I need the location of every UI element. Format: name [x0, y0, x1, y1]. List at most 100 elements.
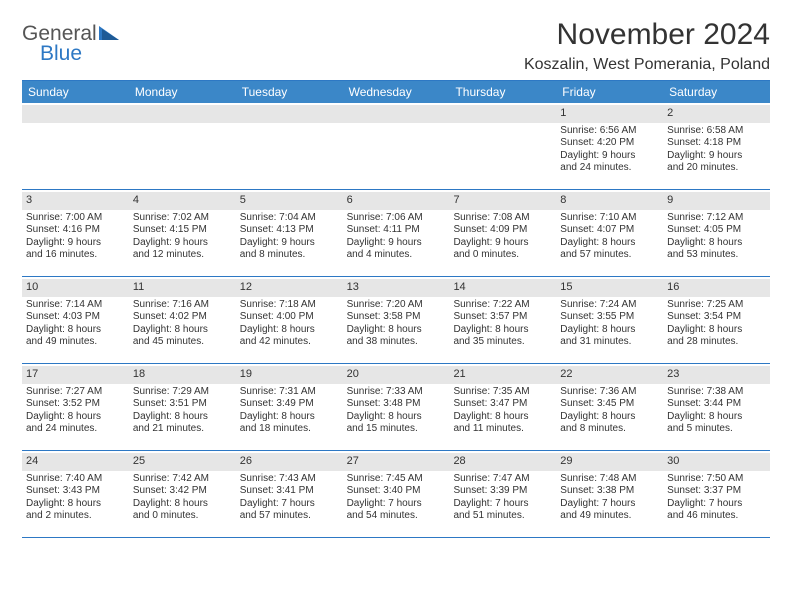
daylight-text: and 45 minutes. — [133, 336, 232, 349]
sunset-text: Sunset: 4:05 PM — [667, 224, 766, 237]
daylight-text: Daylight: 9 hours — [26, 237, 125, 250]
day-of-week-label: Sunday — [22, 81, 129, 103]
day-cell: 12Sunrise: 7:18 AMSunset: 4:00 PMDayligh… — [236, 277, 343, 363]
daylight-text: and 57 minutes. — [560, 249, 659, 262]
daylight-text: and 57 minutes. — [240, 510, 339, 523]
logo-text-blue: Blue — [40, 44, 119, 64]
sunrise-text: Sunrise: 7:06 AM — [347, 212, 446, 225]
sunset-text: Sunset: 3:57 PM — [453, 311, 552, 324]
daylight-text: Daylight: 8 hours — [560, 411, 659, 424]
sunrise-text: Sunrise: 7:02 AM — [133, 212, 232, 225]
daylight-text: and 53 minutes. — [667, 249, 766, 262]
day-number: 18 — [129, 366, 236, 384]
sunset-text: Sunset: 3:40 PM — [347, 485, 446, 498]
day-number: 28 — [449, 453, 556, 471]
day-number: 26 — [236, 453, 343, 471]
sunset-text: Sunset: 3:45 PM — [560, 398, 659, 411]
day-number — [129, 105, 236, 123]
daylight-text: and 5 minutes. — [667, 423, 766, 436]
daylight-text: Daylight: 8 hours — [240, 411, 339, 424]
sunset-text: Sunset: 4:20 PM — [560, 137, 659, 150]
day-cell — [449, 103, 556, 189]
sunrise-text: Sunrise: 7:27 AM — [26, 386, 125, 399]
sunrise-text: Sunrise: 6:56 AM — [560, 125, 659, 138]
daylight-text: Daylight: 9 hours — [560, 150, 659, 163]
daylight-text: Daylight: 7 hours — [560, 498, 659, 511]
sunset-text: Sunset: 4:09 PM — [453, 224, 552, 237]
week-row: 3Sunrise: 7:00 AMSunset: 4:16 PMDaylight… — [22, 190, 770, 277]
week-row: 17Sunrise: 7:27 AMSunset: 3:52 PMDayligh… — [22, 364, 770, 451]
daylight-text: and 46 minutes. — [667, 510, 766, 523]
day-cell: 28Sunrise: 7:47 AMSunset: 3:39 PMDayligh… — [449, 451, 556, 537]
daylight-text: and 11 minutes. — [453, 423, 552, 436]
sunrise-text: Sunrise: 7:16 AM — [133, 299, 232, 312]
sunrise-text: Sunrise: 7:36 AM — [560, 386, 659, 399]
day-number — [343, 105, 450, 123]
day-cell — [236, 103, 343, 189]
header: General Blue November 2024 Koszalin, Wes… — [22, 18, 770, 74]
daylight-text: Daylight: 9 hours — [347, 237, 446, 250]
day-number — [236, 105, 343, 123]
day-number: 16 — [663, 279, 770, 297]
day-cell — [22, 103, 129, 189]
daylight-text: Daylight: 8 hours — [667, 237, 766, 250]
sunrise-text: Sunrise: 7:50 AM — [667, 473, 766, 486]
sunrise-text: Sunrise: 7:45 AM — [347, 473, 446, 486]
daylight-text: Daylight: 7 hours — [453, 498, 552, 511]
sunset-text: Sunset: 4:00 PM — [240, 311, 339, 324]
day-cell: 29Sunrise: 7:48 AMSunset: 3:38 PMDayligh… — [556, 451, 663, 537]
month-title: November 2024 — [524, 18, 770, 52]
sunrise-text: Sunrise: 6:58 AM — [667, 125, 766, 138]
day-cell: 14Sunrise: 7:22 AMSunset: 3:57 PMDayligh… — [449, 277, 556, 363]
sunrise-text: Sunrise: 7:25 AM — [667, 299, 766, 312]
sunrise-text: Sunrise: 7:33 AM — [347, 386, 446, 399]
sunset-text: Sunset: 4:02 PM — [133, 311, 232, 324]
sunset-text: Sunset: 3:37 PM — [667, 485, 766, 498]
day-cell: 23Sunrise: 7:38 AMSunset: 3:44 PMDayligh… — [663, 364, 770, 450]
daylight-text: Daylight: 8 hours — [453, 324, 552, 337]
daylight-text: Daylight: 9 hours — [133, 237, 232, 250]
daylight-text: and 51 minutes. — [453, 510, 552, 523]
sunset-text: Sunset: 4:15 PM — [133, 224, 232, 237]
day-cell: 26Sunrise: 7:43 AMSunset: 3:41 PMDayligh… — [236, 451, 343, 537]
day-cell: 20Sunrise: 7:33 AMSunset: 3:48 PMDayligh… — [343, 364, 450, 450]
day-cell: 27Sunrise: 7:45 AMSunset: 3:40 PMDayligh… — [343, 451, 450, 537]
sunset-text: Sunset: 3:43 PM — [26, 485, 125, 498]
sunrise-text: Sunrise: 7:38 AM — [667, 386, 766, 399]
day-of-week-label: Wednesday — [343, 81, 450, 103]
daylight-text: and 16 minutes. — [26, 249, 125, 262]
daylight-text: and 28 minutes. — [667, 336, 766, 349]
day-cell — [343, 103, 450, 189]
sunset-text: Sunset: 3:47 PM — [453, 398, 552, 411]
sunset-text: Sunset: 3:48 PM — [347, 398, 446, 411]
weeks-container: 1Sunrise: 6:56 AMSunset: 4:20 PMDaylight… — [22, 103, 770, 538]
daylight-text: Daylight: 8 hours — [560, 324, 659, 337]
day-number: 14 — [449, 279, 556, 297]
daylight-text: Daylight: 7 hours — [667, 498, 766, 511]
day-number: 4 — [129, 192, 236, 210]
day-cell: 2Sunrise: 6:58 AMSunset: 4:18 PMDaylight… — [663, 103, 770, 189]
sunset-text: Sunset: 3:54 PM — [667, 311, 766, 324]
sunset-text: Sunset: 3:51 PM — [133, 398, 232, 411]
sunset-text: Sunset: 4:07 PM — [560, 224, 659, 237]
day-number — [449, 105, 556, 123]
day-cell: 24Sunrise: 7:40 AMSunset: 3:43 PMDayligh… — [22, 451, 129, 537]
sunrise-text: Sunrise: 7:04 AM — [240, 212, 339, 225]
day-cell: 25Sunrise: 7:42 AMSunset: 3:42 PMDayligh… — [129, 451, 236, 537]
day-number: 17 — [22, 366, 129, 384]
sunrise-text: Sunrise: 7:12 AM — [667, 212, 766, 225]
day-cell: 17Sunrise: 7:27 AMSunset: 3:52 PMDayligh… — [22, 364, 129, 450]
daylight-text: Daylight: 8 hours — [240, 324, 339, 337]
day-number: 21 — [449, 366, 556, 384]
sunset-text: Sunset: 3:41 PM — [240, 485, 339, 498]
daylight-text: and 8 minutes. — [240, 249, 339, 262]
day-cell: 19Sunrise: 7:31 AMSunset: 3:49 PMDayligh… — [236, 364, 343, 450]
sunrise-text: Sunrise: 7:10 AM — [560, 212, 659, 225]
sunrise-text: Sunrise: 7:20 AM — [347, 299, 446, 312]
daylight-text: and 18 minutes. — [240, 423, 339, 436]
daylight-text: and 2 minutes. — [26, 510, 125, 523]
day-number: 6 — [343, 192, 450, 210]
day-cell: 16Sunrise: 7:25 AMSunset: 3:54 PMDayligh… — [663, 277, 770, 363]
sunset-text: Sunset: 3:38 PM — [560, 485, 659, 498]
daylight-text: and 24 minutes. — [560, 162, 659, 175]
